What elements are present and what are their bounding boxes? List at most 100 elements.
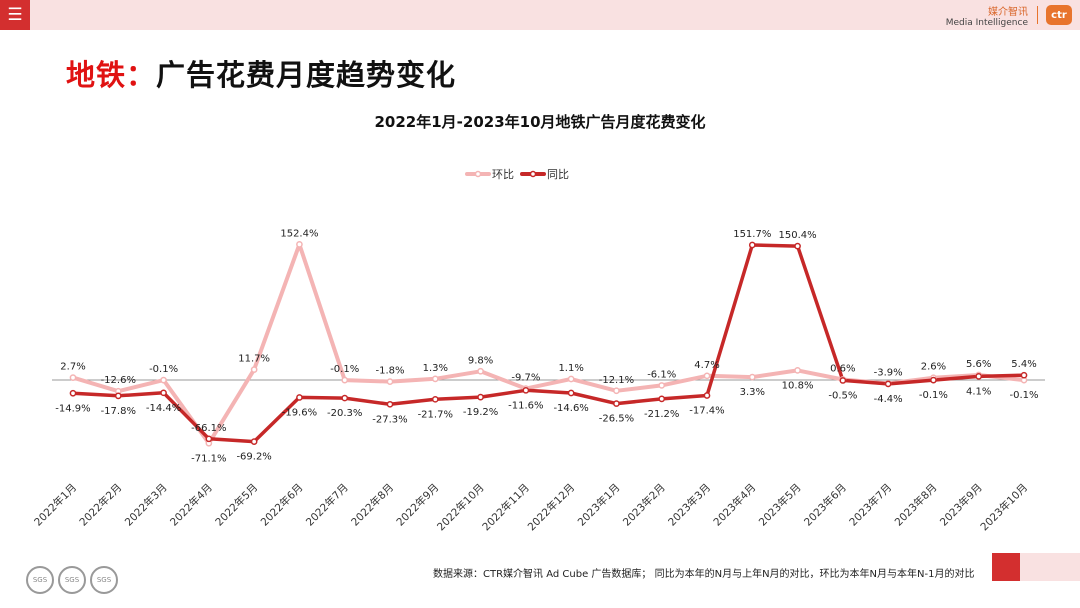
data-point [341,376,349,384]
data-point [341,394,349,402]
data-label: -21.2% [644,409,679,420]
footer-pink-block [1020,553,1080,581]
x-tick-label: 2023年3月 [665,481,713,529]
x-tick-label: 2022年8月 [348,481,396,529]
data-label: -17.8% [101,406,136,417]
data-point [658,382,666,389]
legend-label: 同比 [547,168,569,181]
data-label: -20.3% [327,408,362,419]
data-point [160,376,167,384]
data-point [658,395,666,403]
x-tick-label: 2022年4月 [167,481,215,529]
data-label: 4.1% [966,386,991,397]
certification-badges: SGS SGS SGS [26,566,118,594]
data-label: 3.3% [740,387,765,398]
data-label: -14.6% [553,403,588,414]
data-point [794,242,801,250]
data-point [477,393,484,401]
data-point [431,375,439,383]
x-tick-label: 2023年6月 [801,481,849,529]
data-label: -14.4% [146,403,181,414]
data-point [431,395,439,403]
data-point [296,241,303,248]
data-point [386,400,394,408]
series-line-huanbi [72,242,1025,446]
page-title-rest: 广告花费月度趋势变化 [156,58,457,92]
data-label: -12.6% [101,375,136,386]
sgs-badge: SGS [58,566,86,594]
data-label: -3.9% [874,367,903,378]
data-point [160,389,167,397]
x-tick-label: 2022年11月 [480,481,532,533]
data-label: -9.7% [511,373,540,384]
data-point [69,389,77,397]
data-point [386,378,394,385]
data-label: -0.1% [1009,390,1038,401]
x-tick-label: 2023年5月 [756,481,804,529]
page-title-accent: 地铁： [66,58,157,92]
data-point [703,372,711,380]
data-label: -69.2% [236,452,271,463]
legend-marker [529,170,537,178]
x-tick-label: 2023年4月 [711,481,759,529]
page-title: 地铁：广告花费月度趋势变化 [66,52,456,94]
x-tick-label: 2022年5月 [213,481,261,529]
footer-note: 数据来源：CTR媒介智讯 Ad Cube 广告数据库； 同比为本年的N月与上年N… [433,569,975,580]
x-tick-label: 2023年10月 [978,481,1030,533]
brand-cn: 媒介智讯 [988,7,1028,18]
data-point [69,374,77,381]
data-label: -71.1% [191,453,226,464]
data-point [1020,371,1028,379]
data-point [748,373,756,381]
data-label: 1.1% [558,363,583,374]
brand-divider [1037,6,1038,24]
data-label: -66.1% [191,423,226,434]
brand-en: Media Intelligence [945,18,1028,28]
x-tick-label: 2022年7月 [303,481,351,529]
data-label: -17.4% [689,405,724,416]
brand-text: 媒介智讯 Media Intelligence [946,7,1028,29]
data-point [205,435,213,443]
data-point [703,392,711,399]
data-point [975,373,983,380]
data-label: -11.6% [508,400,543,411]
data-point [296,394,303,401]
x-tick-label: 2023年8月 [892,481,940,529]
data-label: -19.2% [463,407,498,418]
x-tick-label: 2023年7月 [847,481,895,529]
data-label: -27.3% [372,414,407,425]
data-label: -26.5% [599,414,634,425]
data-label: 5.6% [966,359,991,370]
data-label: 9.8% [468,355,493,366]
x-tick-label: 2023年1月 [575,481,623,529]
data-label: 10.8% [782,380,814,391]
data-label: -1.8% [375,366,404,377]
data-label: 152.4% [280,228,318,239]
data-label: -0.1% [330,364,359,375]
legend-marker [474,170,482,178]
data-label: -19.6% [282,407,317,418]
x-tick-label: 2023年9月 [937,481,985,529]
data-point [567,389,575,397]
data-point [930,376,937,384]
series-line-tongbi [72,243,1025,444]
x-tick-label: 2022年3月 [122,481,170,529]
data-point [477,367,484,375]
top-bar [0,0,1080,30]
data-label: -0.1% [149,364,178,375]
data-point [522,386,530,394]
data-label: 4.7% [694,360,719,371]
data-point [250,438,258,445]
x-tick-label: 2022年9月 [394,481,442,529]
x-tick-label: 2022年12月 [525,481,577,533]
data-label: -0.1% [919,390,948,401]
data-point [250,366,258,373]
data-label: -12.1% [599,375,634,386]
data-label: 11.7% [238,354,270,365]
footer-red-block [992,553,1020,581]
data-label: -0.5% [828,390,857,401]
data-label: 0.6% [830,363,855,374]
menu-icon[interactable]: ☰ [0,0,30,30]
data-point [794,367,801,374]
